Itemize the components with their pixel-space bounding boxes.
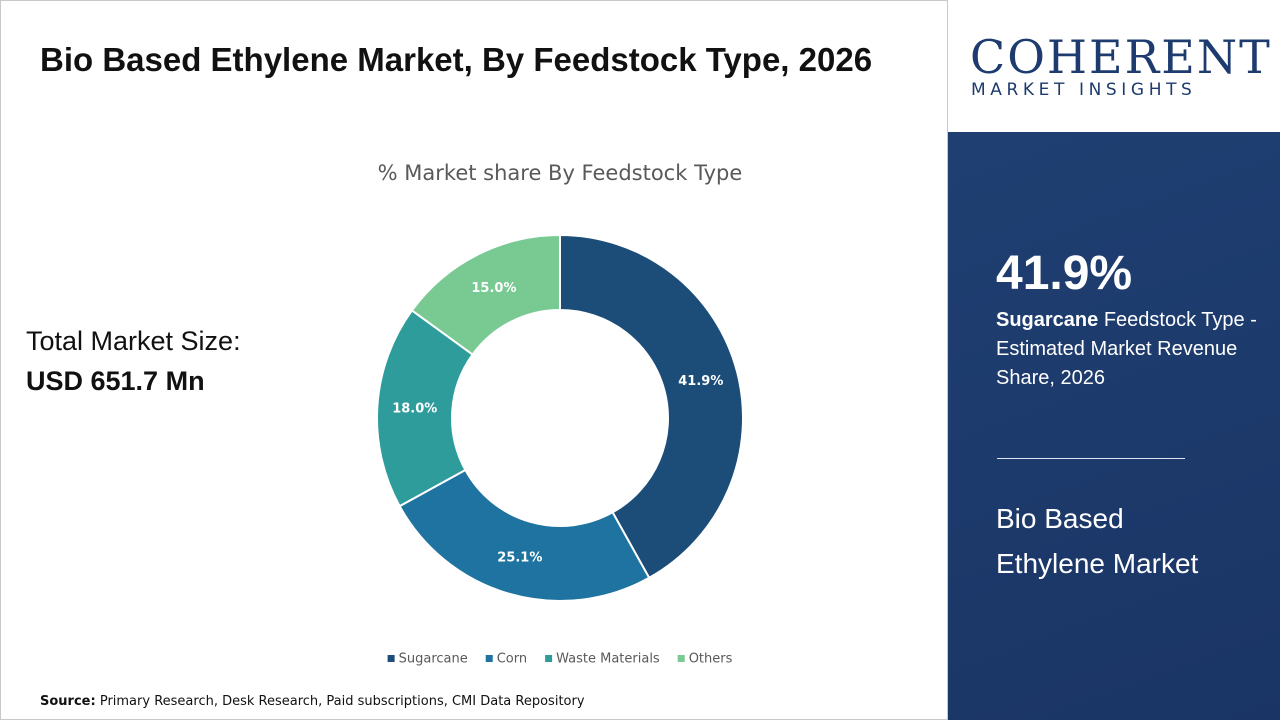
highlight-category: Sugarcane	[996, 309, 1099, 331]
side-panel	[948, 132, 1280, 720]
legend-swatch	[677, 655, 685, 662]
market-size-label: Total Market Size:	[26, 326, 241, 356]
legend-swatch	[545, 655, 553, 662]
data-label: 41.9%	[678, 374, 723, 389]
logo-area	[948, 0, 1280, 132]
legend-label: Others	[689, 652, 733, 667]
chart-title: % Market share By Feedstock Type	[378, 161, 743, 185]
legend-swatch	[485, 655, 493, 662]
source: Source: Primary Research, Desk Research,…	[40, 694, 585, 709]
highlight-market: Bio Based Ethylene Market	[996, 503, 1199, 579]
highlight-text: Sugarcane Feedstock Type - Estimated Mar…	[996, 306, 1264, 393]
highlight-description: Feedstock Type - Estimated Market Revenu…	[996, 309, 1257, 389]
source-label: Source:	[40, 694, 96, 709]
donut-slice	[410, 233, 561, 356]
logo-name: COHERENT	[970, 30, 1272, 84]
divider	[997, 458, 1185, 459]
data-label: 15.0%	[471, 281, 516, 296]
data-label: 18.0%	[392, 401, 437, 416]
chart: % Market share By Feedstock Type 41.9% 25…	[376, 161, 744, 667]
legend-label: Sugarcane	[399, 652, 468, 667]
market-size-value: USD 651.7 Mn	[26, 366, 205, 396]
donut-slice	[398, 468, 651, 602]
donut-slice	[559, 233, 744, 580]
source-text: Primary Research, Desk Research, Paid su…	[99, 694, 585, 709]
legend-label: Corn	[497, 652, 527, 667]
highlight-value: 41.9%	[996, 247, 1133, 300]
page-title: Bio Based Ethylene Market, By Feedstock …	[40, 41, 873, 78]
legend-swatch	[387, 655, 395, 662]
logo-tagline: MARKET INSIGHTS	[971, 80, 1197, 100]
legend-label: Waste Materials	[556, 652, 660, 667]
data-label: 25.1%	[497, 550, 542, 565]
